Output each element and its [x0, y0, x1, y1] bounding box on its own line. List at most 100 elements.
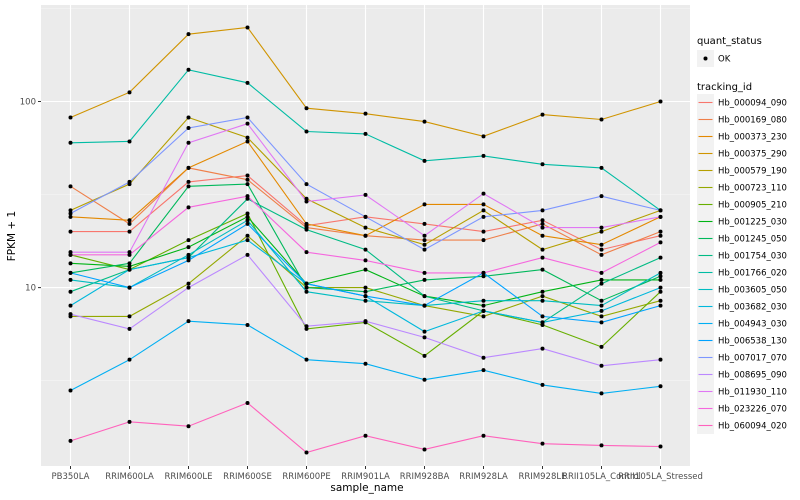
- data-point-hb-007017-070: [422, 247, 427, 252]
- data-point-hb-000375-290: [658, 99, 663, 104]
- data-point-hb-023226-070: [481, 270, 486, 275]
- data-point-hb-000579-190: [304, 196, 309, 201]
- data-point-hb-001245-050: [540, 267, 545, 272]
- data-point-hb-000375-290: [363, 111, 368, 116]
- data-point-hb-003605-050: [68, 277, 73, 282]
- data-point-hb-006538-130: [599, 320, 604, 325]
- data-point-hb-000169-080: [422, 238, 427, 243]
- data-point-hb-003682-030: [68, 303, 73, 308]
- data-point-hb-023226-070: [599, 270, 604, 275]
- data-point-hb-006538-130: [658, 303, 663, 308]
- axes: 10 100 PB350LA RRIM600LA RRIM600LE RRIM600SE R…: [20, 97, 703, 482]
- data-point-hb-004943-030: [245, 322, 250, 327]
- data-point-hb-000375-290: [245, 25, 250, 30]
- data-point-hb-004943-030: [599, 391, 604, 396]
- data-point-hb-001754-030: [658, 255, 663, 260]
- data-point-hb-001245-050: [599, 298, 604, 303]
- data-point-hb-023226-070: [540, 255, 545, 260]
- data-point-hb-023226-070: [304, 250, 309, 255]
- data-point-hb-001766-020: [127, 139, 132, 144]
- data-point-hb-060094-020: [599, 443, 604, 448]
- y-tick-label: 10: [25, 284, 36, 294]
- data-point-hb-006538-130: [68, 270, 73, 275]
- data-point-hb-000723-110: [481, 314, 486, 319]
- data-point-hb-001225-030: [186, 245, 191, 250]
- data-point-hb-011930-110: [363, 192, 368, 197]
- data-point-hb-001245-050: [245, 182, 250, 187]
- data-point-hb-000579-190: [186, 115, 191, 120]
- data-point-hb-001766-020: [363, 131, 368, 136]
- legend: quant_status OK tracking_id Hb_000094_09…: [697, 36, 787, 434]
- data-point-hb-000373-230: [481, 202, 486, 207]
- data-point-hb-000579-190: [422, 242, 427, 247]
- data-point-hb-001245-050: [658, 274, 663, 279]
- data-point-hb-003605-050: [481, 298, 486, 303]
- data-point-hb-004943-030: [186, 319, 191, 324]
- x-tick-label: PB350LA: [52, 472, 90, 482]
- data-point-hb-001225-030: [245, 214, 250, 219]
- data-point-hb-060094-020: [68, 438, 73, 443]
- data-point-hb-000094-090: [540, 218, 545, 223]
- data-point-hb-060094-020: [481, 433, 486, 438]
- data-point-hb-008695-090: [599, 363, 604, 368]
- data-point-hb-008695-090: [304, 324, 309, 329]
- data-point-hb-001245-050: [304, 285, 309, 290]
- data-point-hb-003682-030: [540, 320, 545, 325]
- legend-label-hb-003605-050: Hb_003605_050: [718, 286, 787, 296]
- data-point-hb-000375-290: [68, 115, 73, 120]
- data-point-hb-003605-050: [540, 298, 545, 303]
- x-tick-label: RRIM600PE: [282, 472, 330, 482]
- data-point-hb-000169-080: [540, 221, 545, 226]
- data-point-hb-000375-290: [422, 119, 427, 124]
- data-point-hb-008695-090: [127, 326, 132, 331]
- data-point-hb-006538-130: [245, 221, 250, 226]
- x-tick-label: RRIM928LA: [459, 472, 508, 482]
- data-point-hb-000169-080: [658, 229, 663, 234]
- data-point-hb-000375-290: [540, 112, 545, 117]
- data-point-hb-006538-130: [422, 303, 427, 308]
- data-point-hb-003605-050: [363, 298, 368, 303]
- data-point-hb-001754-030: [304, 227, 309, 232]
- data-point-hb-003605-050: [245, 218, 250, 223]
- data-point-hb-000723-110: [658, 298, 663, 303]
- legend-label-hb-001754-030: Hb_001754_030: [718, 252, 787, 262]
- data-point-hb-011930-110: [658, 214, 663, 219]
- data-point-hb-000373-230: [245, 139, 250, 144]
- data-point-hb-000723-110: [599, 314, 604, 319]
- line-legend: Hb_000094_090 Hb_000169_080 Hb_000373_230 H…: [697, 94, 787, 434]
- x-tick-label: RRIM928BA: [400, 472, 450, 482]
- data-point-hb-011930-110: [245, 121, 250, 126]
- data-point-hb-008695-090: [658, 357, 663, 362]
- data-point-hb-004943-030: [363, 361, 368, 366]
- data-point-hb-003605-050: [599, 303, 604, 308]
- data-point-hb-000723-110: [186, 281, 191, 286]
- legend-title-quant-status: quant_status: [697, 36, 762, 47]
- data-point-hb-000579-190: [68, 208, 73, 213]
- x-tick-label: RRIM901LA: [341, 472, 390, 482]
- data-point-hb-023226-070: [245, 194, 250, 199]
- legend-label-hb-000094-090: Hb_000094_090: [718, 99, 787, 109]
- data-point-hb-000169-080: [599, 252, 604, 257]
- data-point-hb-003682-030: [658, 285, 663, 290]
- data-point-hb-000094-090: [599, 247, 604, 252]
- data-point-hb-007017-070: [245, 115, 250, 120]
- legend-label-hb-011930-110: Hb_011930_110: [718, 388, 787, 398]
- data-point-hb-000169-080: [245, 177, 250, 182]
- data-point-hb-000723-110: [245, 233, 250, 238]
- data-point-hb-007017-070: [304, 182, 309, 187]
- data-point-hb-023226-070: [658, 240, 663, 245]
- data-point-hb-000373-230: [127, 218, 132, 223]
- data-point-hb-008695-090: [540, 346, 545, 351]
- point-legend: OK: [697, 50, 731, 67]
- data-point-hb-001225-030: [363, 267, 368, 272]
- data-point-hb-001766-020: [245, 80, 250, 85]
- data-point-hb-000375-290: [186, 32, 191, 37]
- data-point-hb-007017-070: [599, 194, 604, 199]
- data-point-hb-001754-030: [422, 294, 427, 299]
- data-point-hb-001766-020: [599, 165, 604, 170]
- data-point-hb-004943-030: [658, 384, 663, 389]
- data-point-hb-000579-190: [363, 225, 368, 230]
- data-point-hb-007017-070: [68, 211, 73, 216]
- data-point-hb-000373-230: [422, 202, 427, 207]
